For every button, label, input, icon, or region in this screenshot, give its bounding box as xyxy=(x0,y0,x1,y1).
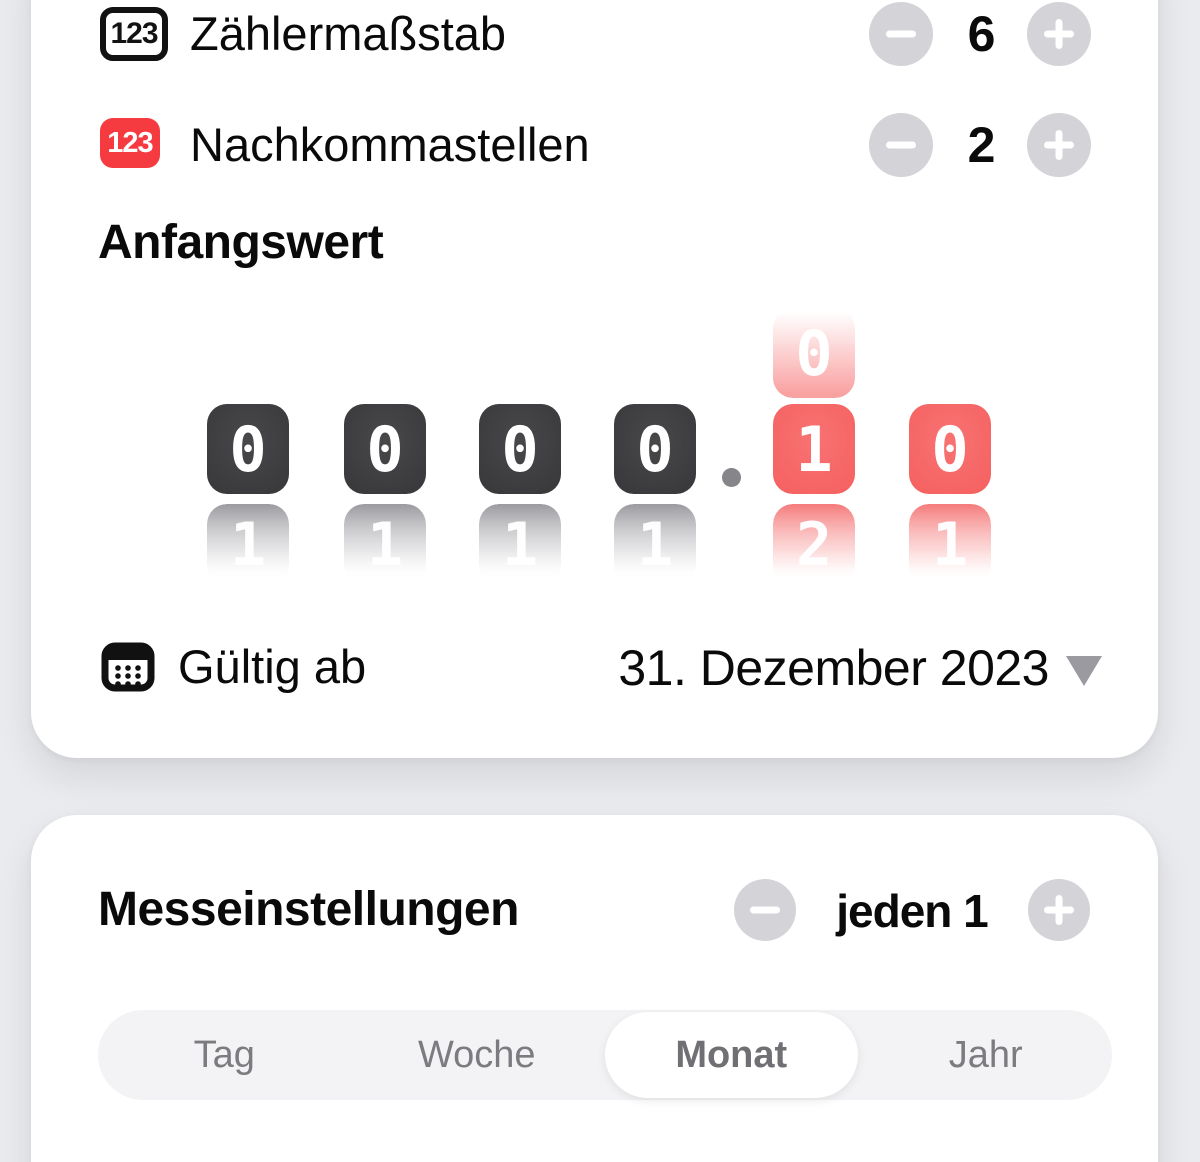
digit-tile-next: 1 xyxy=(479,504,561,586)
segment-jahr[interactable]: Jahr xyxy=(948,1033,1023,1076)
number-badge-red-icon: 123 xyxy=(100,118,160,168)
valid-from-date-value: 31. Dezember 2023 xyxy=(618,640,1049,696)
number-badge-outline-icon: 123 xyxy=(100,7,168,61)
period-segmented-control: Tag Woche Monat Jahr xyxy=(98,1010,1112,1100)
calendar-icon xyxy=(101,642,155,692)
interval-value: jeden 1 xyxy=(836,885,989,937)
decimal-places-value: 2 xyxy=(967,117,996,173)
digit-tile-next: 2 xyxy=(773,504,855,586)
segment-tag[interactable]: Tag xyxy=(193,1033,255,1076)
digit-tile-next: 1 xyxy=(614,504,696,586)
measurement-settings-card: Messeinstellungen jeden 1 Tag Woche Mona… xyxy=(31,815,1158,1162)
meter-scale-plus-button[interactable] xyxy=(1027,2,1091,66)
digit-tile-next: 1 xyxy=(207,504,289,586)
meter-scale-minus-button[interactable] xyxy=(869,2,933,66)
segment-woche[interactable]: Woche xyxy=(417,1033,536,1076)
measurement-settings-heading: Messeinstellungen xyxy=(98,883,519,936)
initial-value-heading: Anfangswert xyxy=(98,216,384,269)
meter-scale-value: 6 xyxy=(967,6,996,62)
digit-tile: 0 xyxy=(479,404,561,494)
segment-monat[interactable]: Monat xyxy=(605,1012,858,1098)
decimal-places-label: Nachkommastellen xyxy=(190,118,590,171)
valid-from-label: Gültig ab xyxy=(178,640,367,693)
digit-tile: 0 xyxy=(344,404,426,494)
digit-tile-next: 1 xyxy=(909,504,991,586)
digit-tile: 0 xyxy=(909,404,991,494)
digit-tile-next: 1 xyxy=(344,504,426,586)
meter-scale-label: Zählermaßstab xyxy=(190,7,507,60)
meter-settings-card: 123 Zählermaßstab 6 123 Nachkommastellen… xyxy=(31,0,1158,758)
interval-minus-button[interactable] xyxy=(734,879,796,941)
interval-plus-button[interactable] xyxy=(1028,879,1090,941)
dropdown-arrow-icon xyxy=(1066,656,1102,686)
digit-tile: 0 xyxy=(207,404,289,494)
decimal-places-plus-button[interactable] xyxy=(1027,113,1091,177)
digit-tile-previous: 0 xyxy=(773,308,855,398)
digit-tile: 1 xyxy=(773,404,855,494)
digit-tile: 0 xyxy=(614,404,696,494)
decimal-separator-dot xyxy=(722,468,741,487)
decimal-places-minus-button[interactable] xyxy=(869,113,933,177)
valid-from-date-button[interactable]: 31. Dezember 2023 xyxy=(618,640,1102,696)
